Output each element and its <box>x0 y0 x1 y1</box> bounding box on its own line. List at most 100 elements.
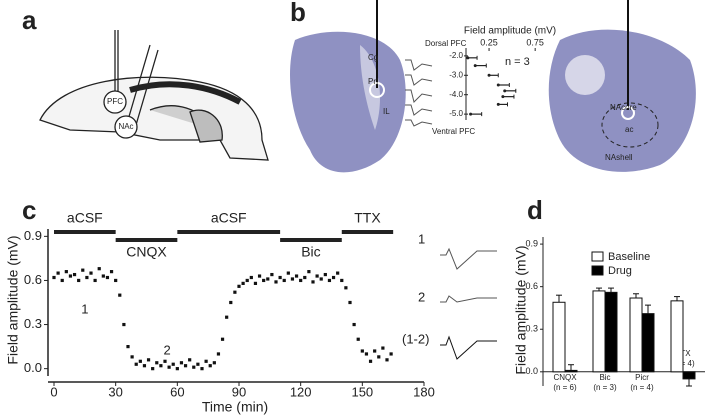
x-tick-label: CNQX <box>553 373 577 382</box>
point <box>253 281 258 285</box>
point <box>340 278 344 283</box>
point <box>270 272 274 277</box>
y-tick-label: -5.0 <box>449 109 463 118</box>
point-label: 1 <box>81 301 88 316</box>
point <box>225 315 229 319</box>
point <box>373 349 377 353</box>
point <box>352 322 356 327</box>
point <box>220 337 225 341</box>
bar <box>641 313 655 373</box>
y-tick-label: 0.6 <box>24 272 42 287</box>
point <box>249 275 253 280</box>
bar <box>592 290 606 373</box>
y-tick-label: 0.6 <box>525 281 538 291</box>
n-label: (n = 4) <box>630 383 654 392</box>
point <box>245 278 249 283</box>
point <box>175 367 179 371</box>
point <box>286 271 290 275</box>
point <box>496 102 500 106</box>
x-tick-label: 30 <box>108 384 122 399</box>
point <box>315 274 319 278</box>
axis-title: Field amplitude (mV) <box>464 26 556 37</box>
region-label: PFC <box>107 97 123 106</box>
point <box>356 337 360 341</box>
point <box>303 275 307 280</box>
x-tick-label: 0 <box>50 384 57 399</box>
region-label: NAshell <box>605 153 633 162</box>
x-tick-label: 180 <box>413 384 435 399</box>
point <box>487 73 491 77</box>
point <box>155 361 159 365</box>
point <box>294 274 299 278</box>
y-tick-label: 0.9 <box>24 228 42 243</box>
point <box>200 367 204 371</box>
point <box>323 272 327 277</box>
point <box>93 278 97 283</box>
point <box>307 270 311 274</box>
point <box>130 355 134 359</box>
region-label: Cg <box>368 53 378 62</box>
region-label: NAc <box>118 122 133 131</box>
point <box>473 64 477 68</box>
point <box>311 280 315 284</box>
point <box>241 281 245 285</box>
point <box>183 364 188 368</box>
point <box>179 361 184 365</box>
drug-period <box>177 230 281 234</box>
point <box>146 358 151 362</box>
point <box>97 267 101 271</box>
trace-label: 1 <box>418 231 425 246</box>
bar <box>629 297 643 373</box>
legend-label: Drug <box>608 265 632 277</box>
point <box>122 322 126 327</box>
point <box>142 364 147 368</box>
point <box>204 359 208 363</box>
point <box>171 362 175 366</box>
point <box>262 278 266 283</box>
point <box>348 300 352 305</box>
point <box>237 284 241 288</box>
point <box>389 352 393 356</box>
point <box>496 83 500 87</box>
trace-label: 2 <box>418 289 425 304</box>
n-label: (n = 3) <box>593 383 617 392</box>
y-tick-label: -2.0 <box>449 51 463 60</box>
point <box>360 349 364 353</box>
point <box>319 277 323 281</box>
field-traces <box>405 59 497 360</box>
y-tick-label: 0.0 <box>525 366 538 376</box>
pfc-slice <box>290 0 406 173</box>
x-tick-label: Bic <box>599 373 610 382</box>
point <box>466 56 470 60</box>
x-tick-label: 150 <box>351 384 373 399</box>
point <box>77 278 81 283</box>
point <box>85 275 89 280</box>
point <box>216 352 221 356</box>
y-tick-label: 0.0 <box>24 360 42 375</box>
drug-period <box>341 230 394 234</box>
drug-period <box>54 230 116 234</box>
point <box>208 364 212 368</box>
point <box>64 270 68 274</box>
point <box>501 95 505 99</box>
y-tick-label: 0.9 <box>525 238 538 248</box>
brain-schematic <box>39 30 269 161</box>
point <box>196 362 200 366</box>
point <box>299 278 303 283</box>
point <box>101 274 105 278</box>
x-axis-title: Time (min) <box>202 399 268 415</box>
point <box>368 359 373 363</box>
x-tick-label: 0.75 <box>526 37 544 47</box>
legend-label: Baseline <box>608 251 650 263</box>
region-label: NAcore <box>610 103 637 112</box>
legend-swatch <box>591 265 604 276</box>
point <box>56 271 60 275</box>
x-tick-label: 0.25 <box>480 37 498 47</box>
point <box>278 275 282 280</box>
x-tick-label: 120 <box>290 384 312 399</box>
point <box>212 361 216 365</box>
point <box>331 275 336 280</box>
point <box>192 365 196 369</box>
point <box>233 290 237 294</box>
